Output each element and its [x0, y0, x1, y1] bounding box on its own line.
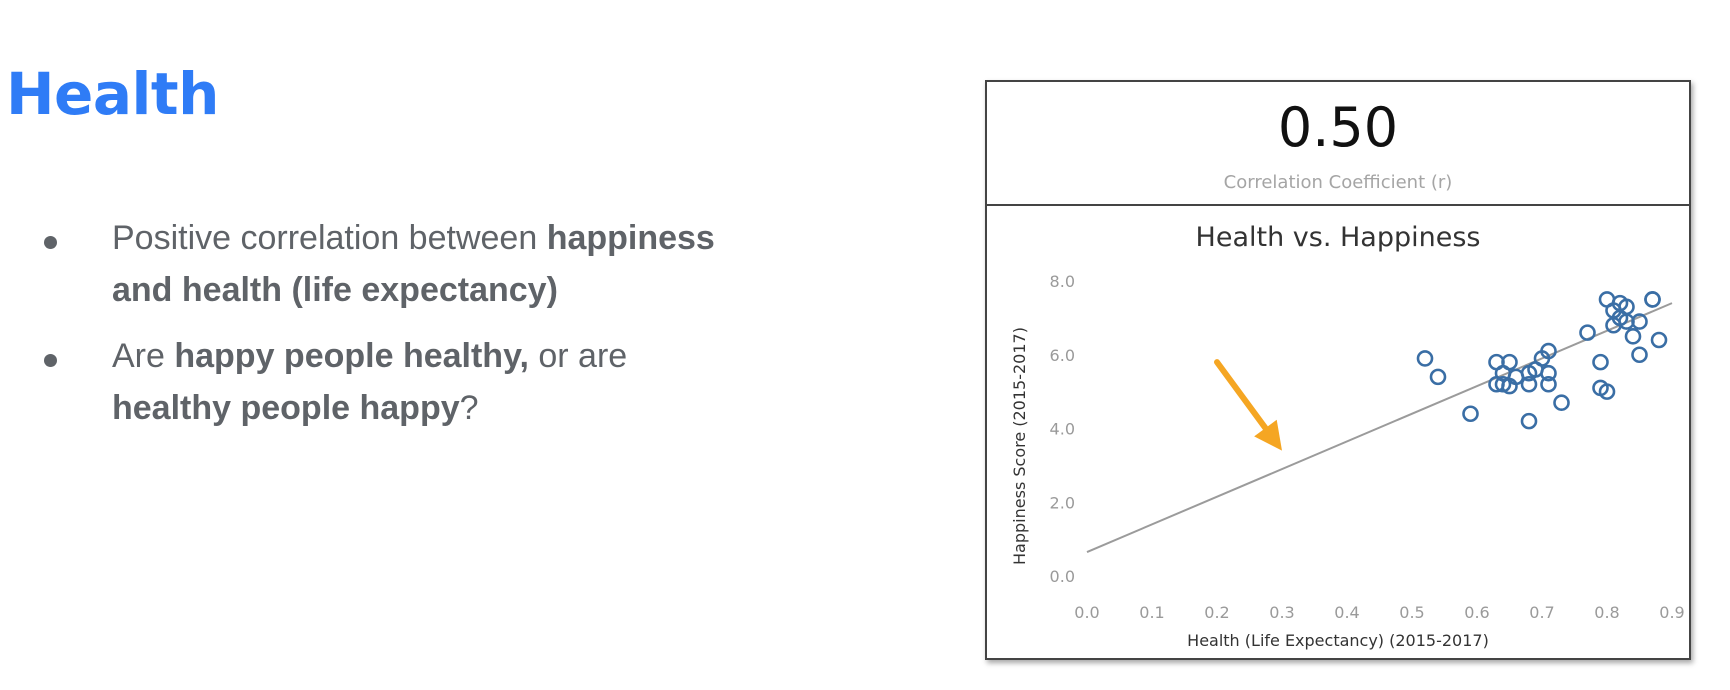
data-point [1592, 353, 1609, 371]
bullet-text-bold: healthy people happy [112, 389, 460, 427]
x-tick-label: 0.1 [1139, 603, 1164, 622]
data-point [1429, 368, 1447, 386]
bullet-text-bold: happy people healthy, [174, 337, 529, 375]
bullet-text-plain: or are [528, 337, 628, 375]
bullet-item-2: Are happy people healthy, or are healthy… [40, 330, 740, 434]
data-point [1416, 350, 1434, 367]
annotation-arrow-icon [1254, 419, 1282, 451]
bullet-text-bold: happiness and health (life expectancy) [112, 219, 715, 309]
x-tick-label: 0.2 [1204, 603, 1229, 622]
correlation-value: 0.50 [1277, 96, 1399, 159]
y-tick-label: 2.0 [1050, 493, 1075, 512]
chart-title: Health vs. Happiness [1196, 222, 1481, 253]
bullet-item-1: Positive correlation between happiness a… [40, 212, 740, 316]
x-tick-label: 0.3 [1269, 603, 1294, 622]
x-tick-label: 0.5 [1399, 603, 1424, 622]
y-tick-label: 0.0 [1050, 567, 1075, 586]
x-tick-label: 0.4 [1334, 603, 1359, 622]
data-point [1520, 412, 1538, 430]
data-point [1650, 331, 1668, 349]
bullet-dot-icon [44, 354, 57, 367]
bullet-text-plain: ? [459, 389, 479, 427]
data-point [1540, 342, 1557, 360]
data-point [1553, 394, 1570, 411]
dashboard-panel: 0.50 Correlation Coefficient (r) Health … [985, 80, 1691, 660]
x-tick-label: 0.8 [1594, 603, 1619, 622]
data-point [1501, 377, 1518, 395]
x-tick-label: 0.9 [1659, 603, 1684, 622]
y-axis-label: Happiness Score (2015-2017) [1010, 327, 1029, 565]
bullet-list: Positive correlation between happiness a… [40, 212, 740, 448]
data-point [1624, 328, 1642, 345]
y-tick-label: 4.0 [1050, 420, 1075, 439]
correlation-label: Correlation Coefficient (r) [1223, 172, 1453, 193]
data-point [1598, 383, 1616, 400]
x-tick-label: 0.6 [1464, 603, 1489, 622]
data-point [1631, 346, 1648, 364]
slide-title: Health [6, 60, 219, 128]
y-tick-label: 6.0 [1050, 346, 1075, 365]
bullet-text-plain: Are [112, 337, 175, 375]
kpi-card: 0.50 Correlation Coefficient (r) [987, 82, 1689, 206]
x-tick-label: 0.0 [1074, 603, 1099, 622]
annotation-arrow-shaft [1214, 359, 1269, 432]
data-point [1631, 313, 1648, 330]
bullet-text-plain: Positive correlation between [112, 219, 547, 257]
x-tick-label: 0.7 [1529, 603, 1554, 622]
data-point [1644, 291, 1661, 308]
x-axis-label: Health (Life Expectancy) (2015-2017) [1187, 631, 1489, 650]
data-point [1501, 353, 1518, 371]
scatter-chart: Health vs. Happiness Happiness Score (20… [1010, 222, 1685, 650]
data-point [1540, 375, 1557, 393]
trend-line [1086, 302, 1673, 553]
data-point [1462, 405, 1479, 423]
data-point [1618, 298, 1635, 316]
y-tick-label: 8.0 [1050, 272, 1075, 291]
bullet-dot-icon [44, 236, 57, 249]
data-point [1520, 375, 1538, 393]
data-point [1540, 364, 1557, 382]
data-point [1579, 324, 1596, 341]
